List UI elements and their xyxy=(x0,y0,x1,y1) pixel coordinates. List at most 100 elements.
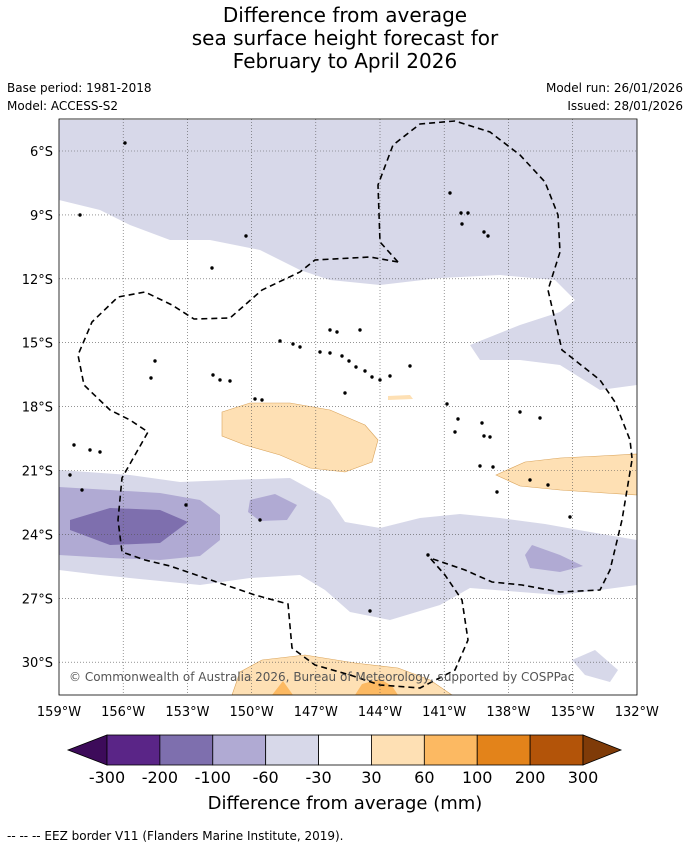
island-dot xyxy=(368,609,372,613)
eez-footnote: -- -- -- EEZ border V11 (Flanders Marine… xyxy=(7,829,344,843)
anomaly-positive-small xyxy=(388,395,413,400)
title-line-3: February to April 2026 xyxy=(232,49,458,73)
meta-left: Base period: 1981-2018 Model: ACCESS-S2 xyxy=(7,79,152,115)
island-dot xyxy=(80,488,84,492)
lat-label: 9°S xyxy=(30,209,53,224)
island-dot xyxy=(495,490,499,494)
island-dot xyxy=(228,379,232,383)
anomaly-positive-east xyxy=(495,453,637,496)
lat-label: 21°S xyxy=(22,465,53,480)
legend-color-segment xyxy=(106,734,161,766)
island-dot xyxy=(328,351,332,355)
longitude-labels: 159°W 156°W 153°W 150°W 147°W 144°W 141°W 138°W… xyxy=(37,705,659,720)
chart-title: Difference from average sea surface heig… xyxy=(0,4,690,73)
legend-color-segment xyxy=(476,734,531,766)
model-run: Model run: 26/01/2026 xyxy=(545,81,683,95)
legend-color-segment xyxy=(529,734,584,766)
island-dot xyxy=(72,443,76,447)
map-grid xyxy=(59,119,637,695)
island-dot xyxy=(488,435,492,439)
island-dot xyxy=(486,234,490,238)
island-dot xyxy=(98,450,102,454)
legend-tick-label: -100 xyxy=(195,768,231,787)
lon-label: 141°W xyxy=(422,705,466,720)
island-dot xyxy=(546,483,550,487)
island-dot xyxy=(298,345,302,349)
legend-tick-label: -60 xyxy=(253,768,279,787)
island-dot xyxy=(340,354,344,358)
island-dot xyxy=(363,369,367,373)
island-dot xyxy=(453,430,457,434)
island-dot xyxy=(408,364,412,368)
legend-tick-label: 30 xyxy=(361,768,381,787)
island-dot xyxy=(260,398,264,402)
anomaly-negative-north xyxy=(59,120,637,390)
island-dot xyxy=(460,222,464,226)
anomaly-positive-central xyxy=(221,402,379,473)
island-dot xyxy=(518,410,522,414)
island-dot xyxy=(218,378,222,382)
island-dot xyxy=(149,376,153,380)
island-dot xyxy=(388,374,392,378)
island-markers xyxy=(68,141,572,613)
lat-label: 12°S xyxy=(22,273,53,288)
copyright-notice: © Commonwealth of Australia 2026, Bureau… xyxy=(69,670,574,684)
legend-color-segment xyxy=(318,734,372,766)
island-dot xyxy=(153,359,157,363)
eez-border-central xyxy=(77,256,633,689)
legend-tick-label: 100 xyxy=(462,768,493,787)
island-dot xyxy=(448,191,452,195)
lat-label: 18°S xyxy=(22,401,53,416)
island-dot xyxy=(378,378,382,382)
latitude-labels: 6°S 9°S 12°S 15°S 18°S 21°S 24°S 27°S 30°S xyxy=(22,145,53,671)
lon-label: 138°W xyxy=(486,705,530,720)
island-dot xyxy=(335,330,339,334)
island-dot xyxy=(184,503,188,507)
legend-arrow-high xyxy=(582,734,623,766)
eez-border-north xyxy=(377,120,633,459)
island-dot xyxy=(123,141,127,145)
legend-tick-label: -300 xyxy=(89,768,125,787)
island-dot xyxy=(78,213,82,217)
island-dot xyxy=(354,365,358,369)
anomaly-negative-100 xyxy=(70,508,188,545)
lat-label: 24°S xyxy=(22,528,53,543)
island-dot xyxy=(466,211,470,215)
island-dot xyxy=(88,448,92,452)
island-dot xyxy=(538,416,542,420)
island-dot xyxy=(244,234,248,238)
model-name: Model: ACCESS-S2 xyxy=(7,99,119,113)
island-dot xyxy=(347,359,351,363)
lon-label: 144°W xyxy=(358,705,402,720)
island-dot xyxy=(258,518,262,522)
title-line-1: Difference from average xyxy=(222,3,468,27)
island-dot xyxy=(370,375,374,379)
lat-label: 15°S xyxy=(22,337,53,352)
lat-label: 30°S xyxy=(22,656,53,671)
island-dot xyxy=(478,464,482,468)
island-dot xyxy=(482,434,486,438)
meta-right: Model run: 26/01/2026 Issued: 28/01/2026 xyxy=(546,79,683,115)
island-dot xyxy=(445,402,449,406)
legend-arrow-low xyxy=(66,734,108,766)
lon-label: 159°W xyxy=(37,705,81,720)
island-dot xyxy=(456,417,460,421)
island-dot xyxy=(291,342,295,346)
island-dot xyxy=(358,328,362,332)
colorbar-legend: -300 -200 -100 -60 -30 30 60 100 200 300 xyxy=(66,734,623,787)
lat-label: 27°S xyxy=(22,592,53,607)
legend-tick-label: 200 xyxy=(515,768,546,787)
island-dot xyxy=(343,391,347,395)
island-dot xyxy=(528,478,532,482)
anomaly-negative-se xyxy=(572,650,618,682)
island-dot xyxy=(482,230,486,234)
island-dot xyxy=(253,397,257,401)
island-dot xyxy=(210,266,214,270)
island-dot xyxy=(480,421,484,425)
base-period: Base period: 1981-2018 xyxy=(7,81,152,95)
island-dot xyxy=(68,473,72,477)
legend-tick-label: -30 xyxy=(305,768,331,787)
island-dot xyxy=(491,465,495,469)
lat-label: 6°S xyxy=(30,145,53,160)
